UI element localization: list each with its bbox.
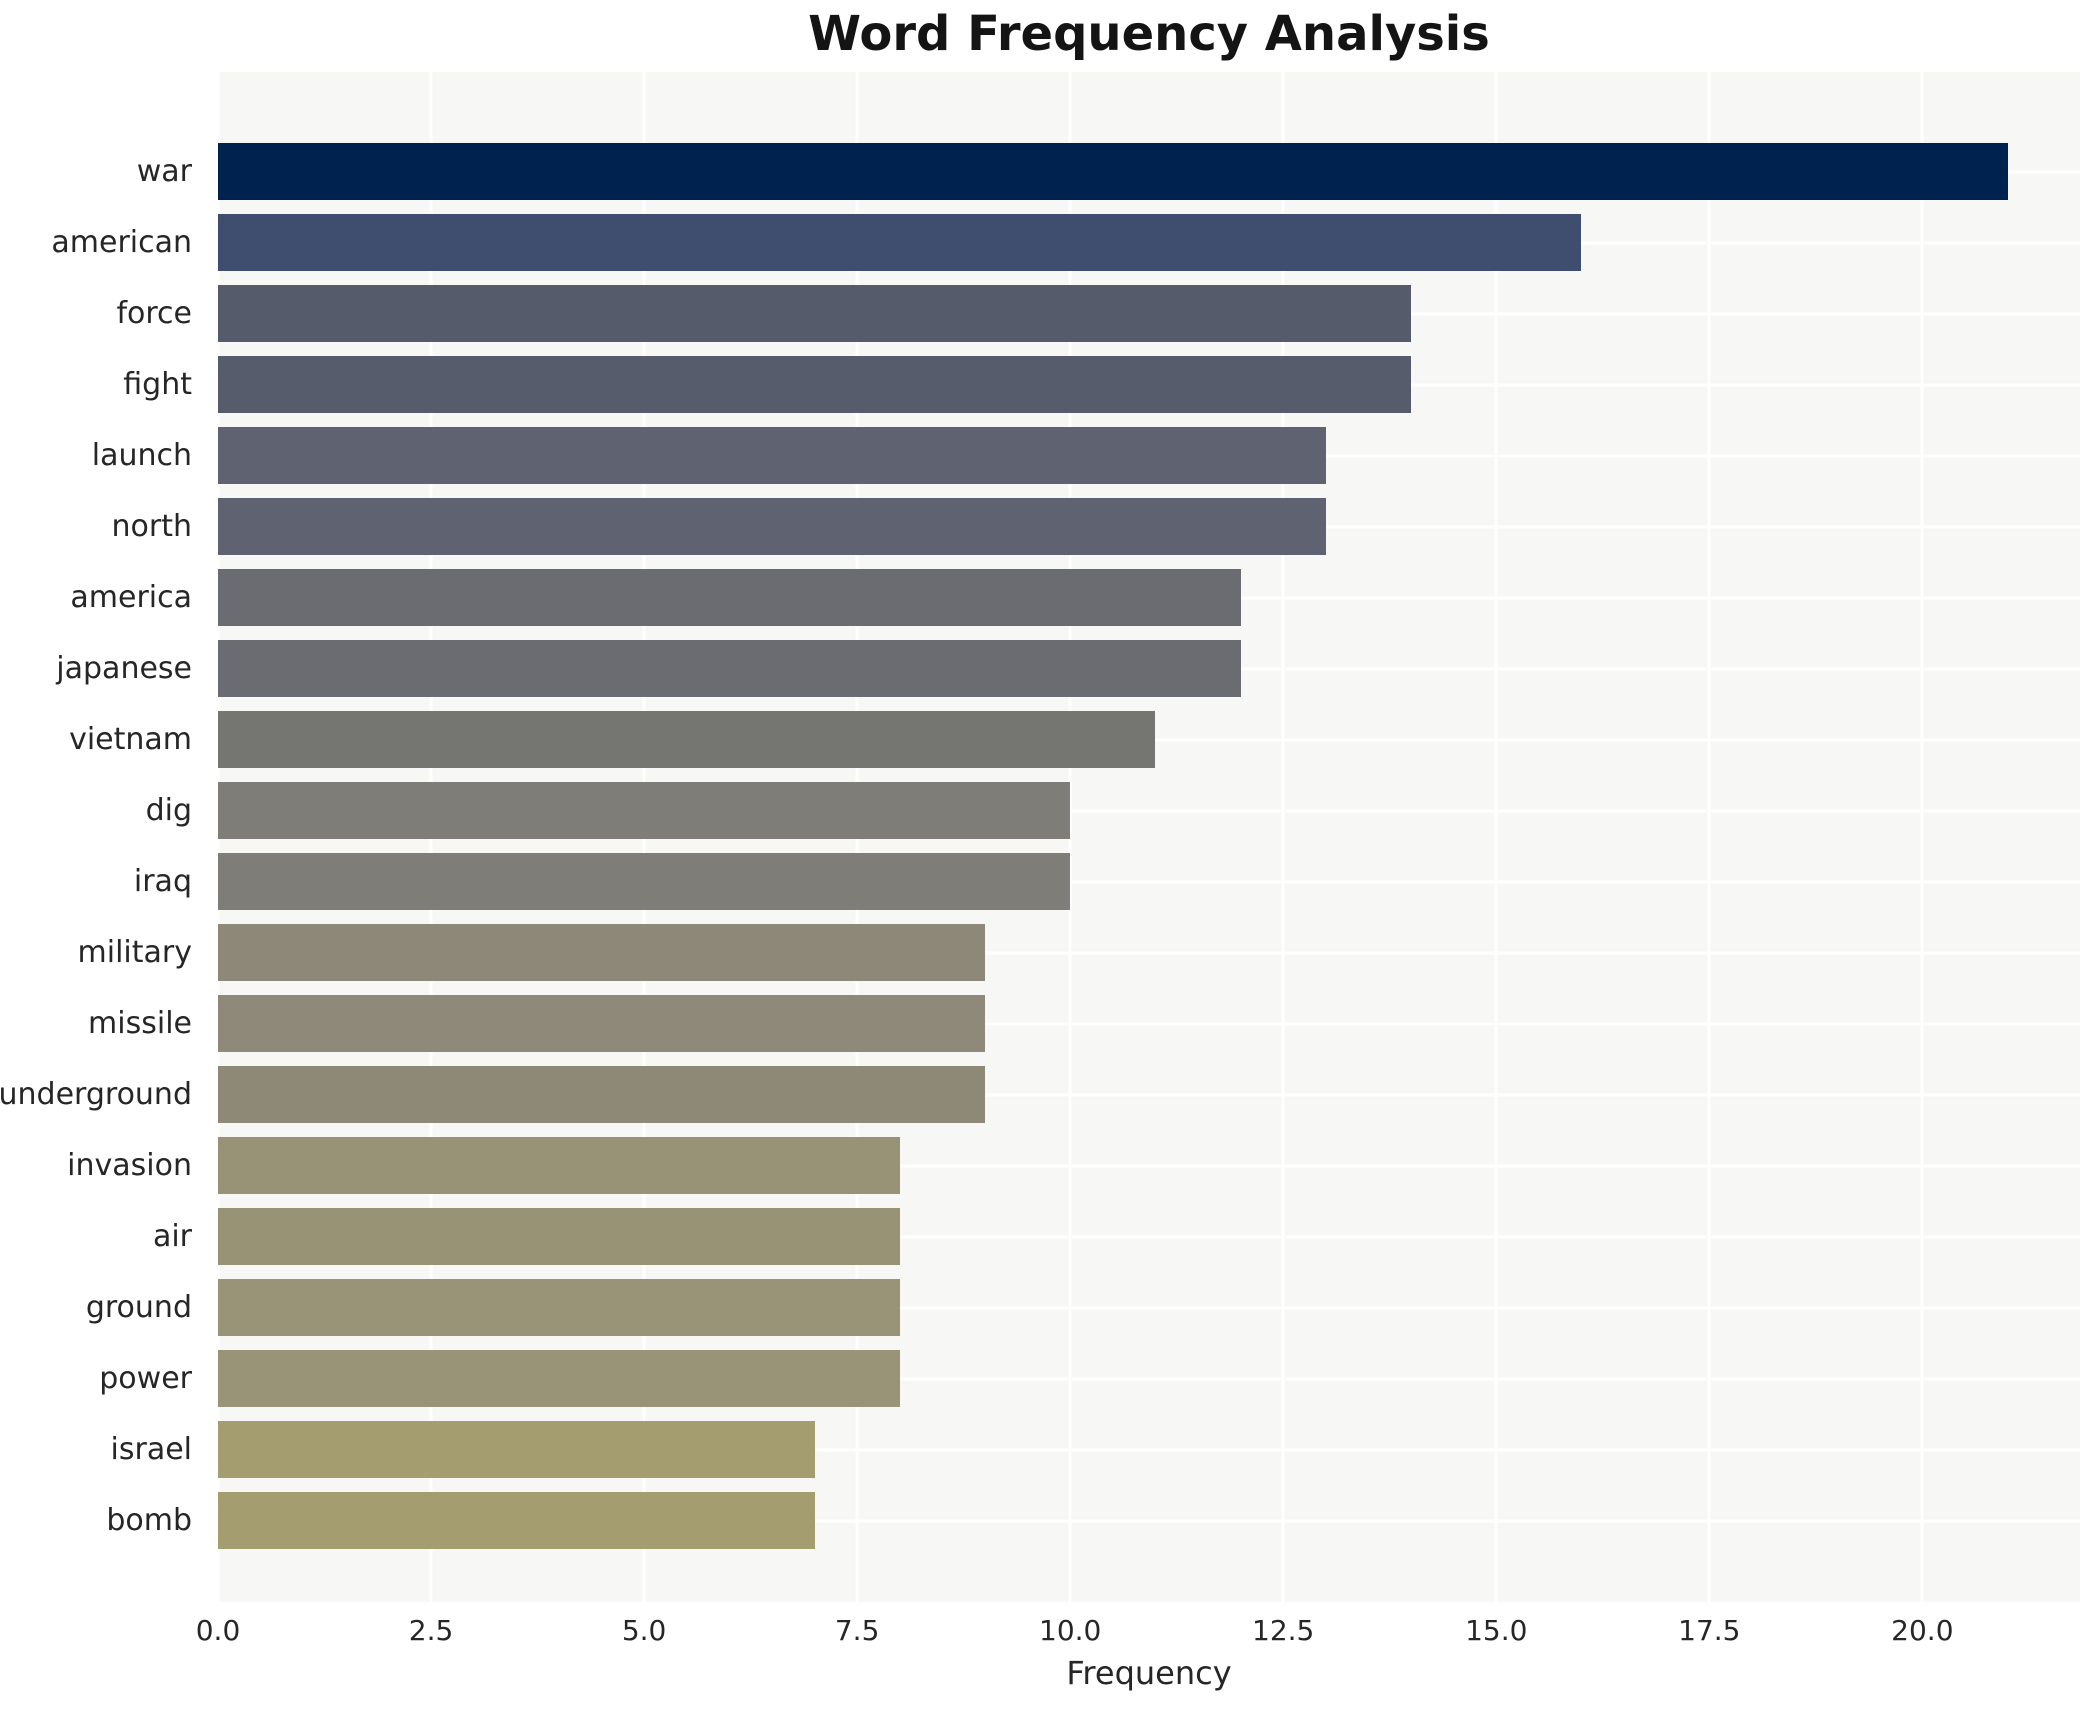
gridline-horizontal [218, 1093, 2080, 1096]
x-tick-label: 10.0 [1039, 1614, 1102, 1647]
y-tick-label: bomb [106, 1502, 192, 1538]
y-tick-label: fight [123, 366, 192, 402]
bar-missile [218, 995, 985, 1052]
gridline-horizontal [218, 809, 2080, 812]
x-tick-label: 2.5 [408, 1614, 454, 1647]
plot-area [216, 72, 2080, 1602]
gridline-vertical [1920, 72, 1924, 1602]
gridline-horizontal [218, 1519, 2080, 1522]
x-tick-label: 5.0 [621, 1614, 667, 1647]
bar-air [218, 1208, 900, 1265]
bar-dig [218, 782, 1071, 839]
gridline-horizontal [218, 1377, 2080, 1380]
gridline-horizontal [218, 1448, 2080, 1451]
y-tick-label: iraq [133, 863, 192, 899]
bar-israel [218, 1421, 815, 1478]
bar-vietnam [218, 711, 1156, 768]
bar-north [218, 498, 1326, 555]
gridline-horizontal [218, 951, 2080, 954]
y-tick-label: american [51, 224, 192, 260]
y-tick-label: missile [88, 1005, 192, 1041]
x-tick-label: 20.0 [1891, 1614, 1954, 1647]
gridline-horizontal [218, 1022, 2080, 1025]
y-tick-label: war [136, 153, 192, 189]
gridline-vertical [1494, 72, 1498, 1602]
x-tick-label: 15.0 [1465, 1614, 1528, 1647]
bar-iraq [218, 853, 1071, 910]
y-tick-label: dig [145, 792, 192, 828]
gridline-vertical [1281, 72, 1285, 1602]
gridline-horizontal [218, 1164, 2080, 1167]
x-tick-label: 17.5 [1678, 1614, 1741, 1647]
bar-fight [218, 356, 1412, 413]
x-tick-label: 0.0 [195, 1614, 241, 1647]
bar-military [218, 924, 985, 981]
bar-power [218, 1350, 900, 1407]
y-tick-label: launch [91, 437, 192, 473]
bar-war [218, 143, 2008, 200]
x-tick-label: 12.5 [1252, 1614, 1315, 1647]
gridline-horizontal [218, 1306, 2080, 1309]
y-axis: war american force fight launch north america j… [0, 72, 205, 1602]
bar-american [218, 214, 1582, 271]
y-tick-label: power [99, 1360, 192, 1396]
y-tick-label: israel [110, 1431, 192, 1467]
y-tick-label: invasion [67, 1147, 192, 1183]
gridline-horizontal [218, 880, 2080, 883]
y-tick-label: underground [0, 1076, 192, 1112]
y-tick-label: ground [85, 1289, 192, 1325]
x-tick-label: 7.5 [834, 1614, 880, 1647]
x-axis: 0.0 2.5 5.0 7.5 10.0 12.5 15.0 17.5 20.0 [0, 1614, 2098, 1654]
chart-title: Word Frequency Analysis [808, 6, 1490, 62]
bar-invasion [218, 1137, 900, 1194]
bar-ground [218, 1279, 900, 1336]
y-tick-label: force [116, 295, 192, 331]
gridline-horizontal [218, 1235, 2080, 1238]
bar-launch [218, 427, 1326, 484]
gridline-vertical [1707, 72, 1711, 1602]
bar-japanese [218, 640, 1241, 697]
y-tick-label: military [77, 934, 192, 970]
bar-america [218, 569, 1241, 626]
bar-underground [218, 1066, 985, 1123]
bar-bomb [218, 1492, 815, 1549]
y-tick-label: north [111, 508, 192, 544]
y-tick-label: america [70, 579, 192, 615]
y-tick-label: japanese [56, 650, 192, 686]
gridline-vertical [1068, 72, 1072, 1602]
bar-force [218, 285, 1412, 342]
y-tick-label: vietnam [69, 721, 192, 757]
y-tick-label: air [152, 1218, 192, 1254]
x-axis-label: Frequency [1066, 1654, 1232, 1692]
